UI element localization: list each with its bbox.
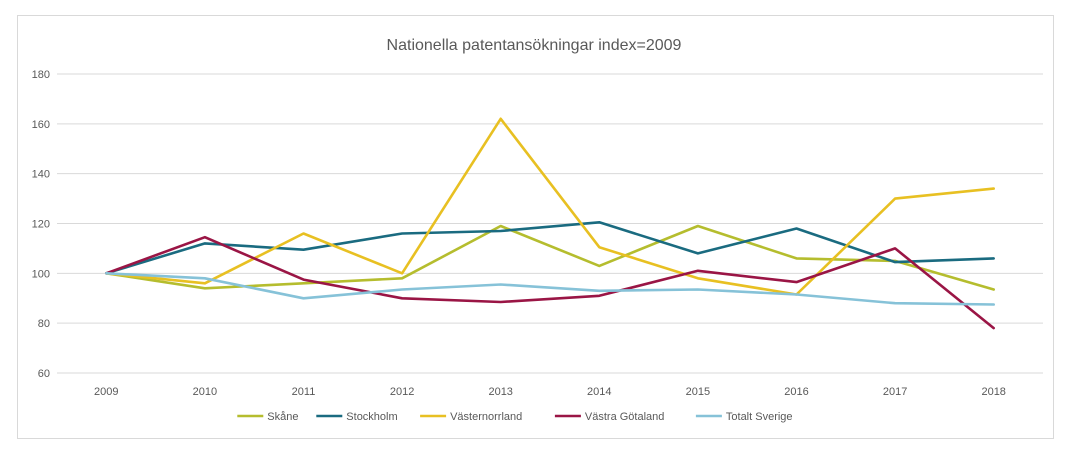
- legend-label: Skåne: [267, 411, 298, 423]
- series-line-2: [105, 117, 996, 296]
- y-tick-label: 120: [32, 219, 50, 231]
- y-tick-label: 60: [38, 368, 50, 380]
- chart-title: Nationella patentansökningar index=2009: [387, 37, 682, 54]
- legend-item: Stockholm: [316, 411, 398, 423]
- y-tick-label: 160: [32, 119, 50, 131]
- legend-item: Västra Götaland: [554, 411, 665, 423]
- x-tick-label: 2018: [981, 386, 1005, 398]
- series-line-4: [105, 271, 996, 306]
- y-axis-tick-labels: 60 80 100 120 140 160 180: [32, 69, 50, 380]
- x-tick-label: 2013: [488, 386, 512, 398]
- y-tick-label: 80: [38, 318, 50, 330]
- x-tick-label: 2015: [686, 386, 710, 398]
- series-line-0: [105, 224, 996, 291]
- x-tick-label: 2009: [94, 386, 118, 398]
- y-tick-label: 140: [32, 169, 50, 181]
- x-tick-label: 2011: [292, 386, 316, 398]
- y-tick-label: 100: [32, 268, 50, 280]
- x-axis-tick-labels: 2009 2010 2011 2012 2013 2014 2015 2016 2017 2018: [94, 386, 1006, 398]
- series-lines: [105, 117, 996, 330]
- y-tick-label: 180: [32, 69, 50, 81]
- legend-label: Västra Götaland: [585, 411, 665, 423]
- legend-label: Stockholm: [346, 411, 397, 423]
- x-tick-label: 2014: [587, 386, 611, 398]
- gridlines: [57, 73, 1043, 374]
- legend-item: Skåne: [237, 411, 299, 423]
- x-tick-label: 2012: [390, 386, 414, 398]
- legend-label: Västernorrland: [450, 411, 522, 423]
- legend-item: Totalt Sverige: [695, 411, 793, 423]
- legend-item: Västernorrland: [420, 411, 522, 423]
- legend-label: Totalt Sverige: [726, 411, 793, 423]
- x-tick-label: 2017: [883, 386, 907, 398]
- x-tick-label: 2010: [193, 386, 217, 398]
- series-line-3: [105, 235, 996, 330]
- x-tick-label: 2016: [784, 386, 808, 398]
- legend: Skåne Stockholm Västernorrland Västra Götal…: [237, 411, 793, 423]
